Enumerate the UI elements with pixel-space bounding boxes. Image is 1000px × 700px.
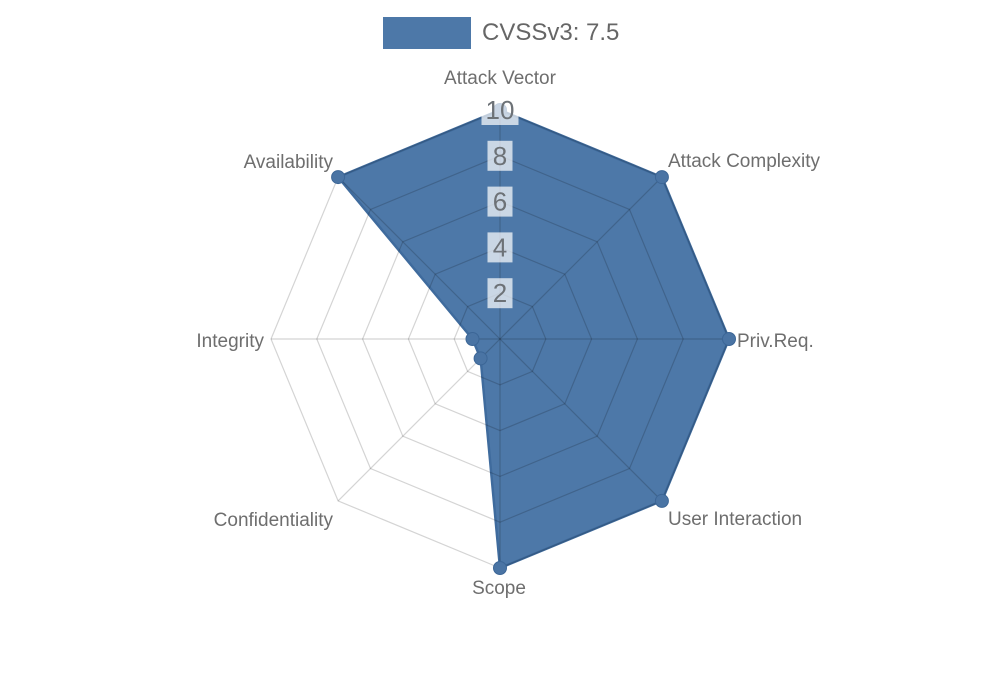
chart-legend[interactable]: CVSSv3: 7.5 bbox=[383, 17, 619, 49]
tick-label-10: 10 bbox=[486, 95, 515, 125]
tick-backdrop-10 bbox=[481, 95, 519, 125]
radar-axis-line-confidentiality bbox=[337, 338, 501, 502]
data-point-integrity bbox=[465, 332, 480, 346]
tick-label-2: 2 bbox=[493, 278, 507, 308]
data-point-attack-complexity bbox=[654, 170, 669, 185]
data-point-availability bbox=[331, 170, 346, 185]
data-point-priv-req bbox=[722, 332, 736, 346]
radar-axis-line-user-interaction bbox=[499, 338, 663, 502]
radar-grid-ring-6 bbox=[361, 200, 639, 478]
radar-grid bbox=[270, 109, 730, 569]
radar-grid-ring-2 bbox=[453, 292, 547, 386]
tick-label-4: 4 bbox=[493, 232, 507, 262]
radar-grid-ring-8 bbox=[316, 155, 684, 523]
legend-swatch[interactable] bbox=[383, 17, 471, 49]
data-point-user-interaction bbox=[654, 493, 669, 508]
axis-label-availability: Availability bbox=[244, 152, 334, 173]
axis-label-user-interaction: User Interaction bbox=[668, 509, 802, 530]
axis-label-integrity: Integrity bbox=[196, 331, 264, 352]
tick-label-8: 8 bbox=[493, 141, 507, 171]
radar-axis-line-availability bbox=[337, 176, 501, 340]
tick-backdrop-8 bbox=[487, 140, 513, 171]
data-point-scope bbox=[493, 561, 507, 575]
data-point-confidentiality bbox=[473, 351, 488, 366]
tick-label-6: 6 bbox=[493, 187, 507, 217]
axis-label-attack-vector: Attack Vector bbox=[444, 68, 557, 89]
tick-backdrop-2 bbox=[487, 278, 513, 309]
axis-label-priv-req: Priv.Req. bbox=[737, 331, 814, 352]
axis-label-scope: Scope bbox=[472, 578, 526, 599]
axis-label-attack-complexity: Attack Complexity bbox=[668, 151, 821, 172]
axis-label-confidentiality: Confidentiality bbox=[214, 510, 334, 531]
tick-backdrop-6 bbox=[487, 186, 513, 217]
radar-grid-ring-4 bbox=[407, 246, 593, 432]
tick-backdrop-4 bbox=[487, 232, 513, 263]
radar-axis-line-attack-complexity bbox=[499, 176, 663, 340]
legend-label[interactable]: CVSSv3: 7.5 bbox=[482, 19, 620, 46]
